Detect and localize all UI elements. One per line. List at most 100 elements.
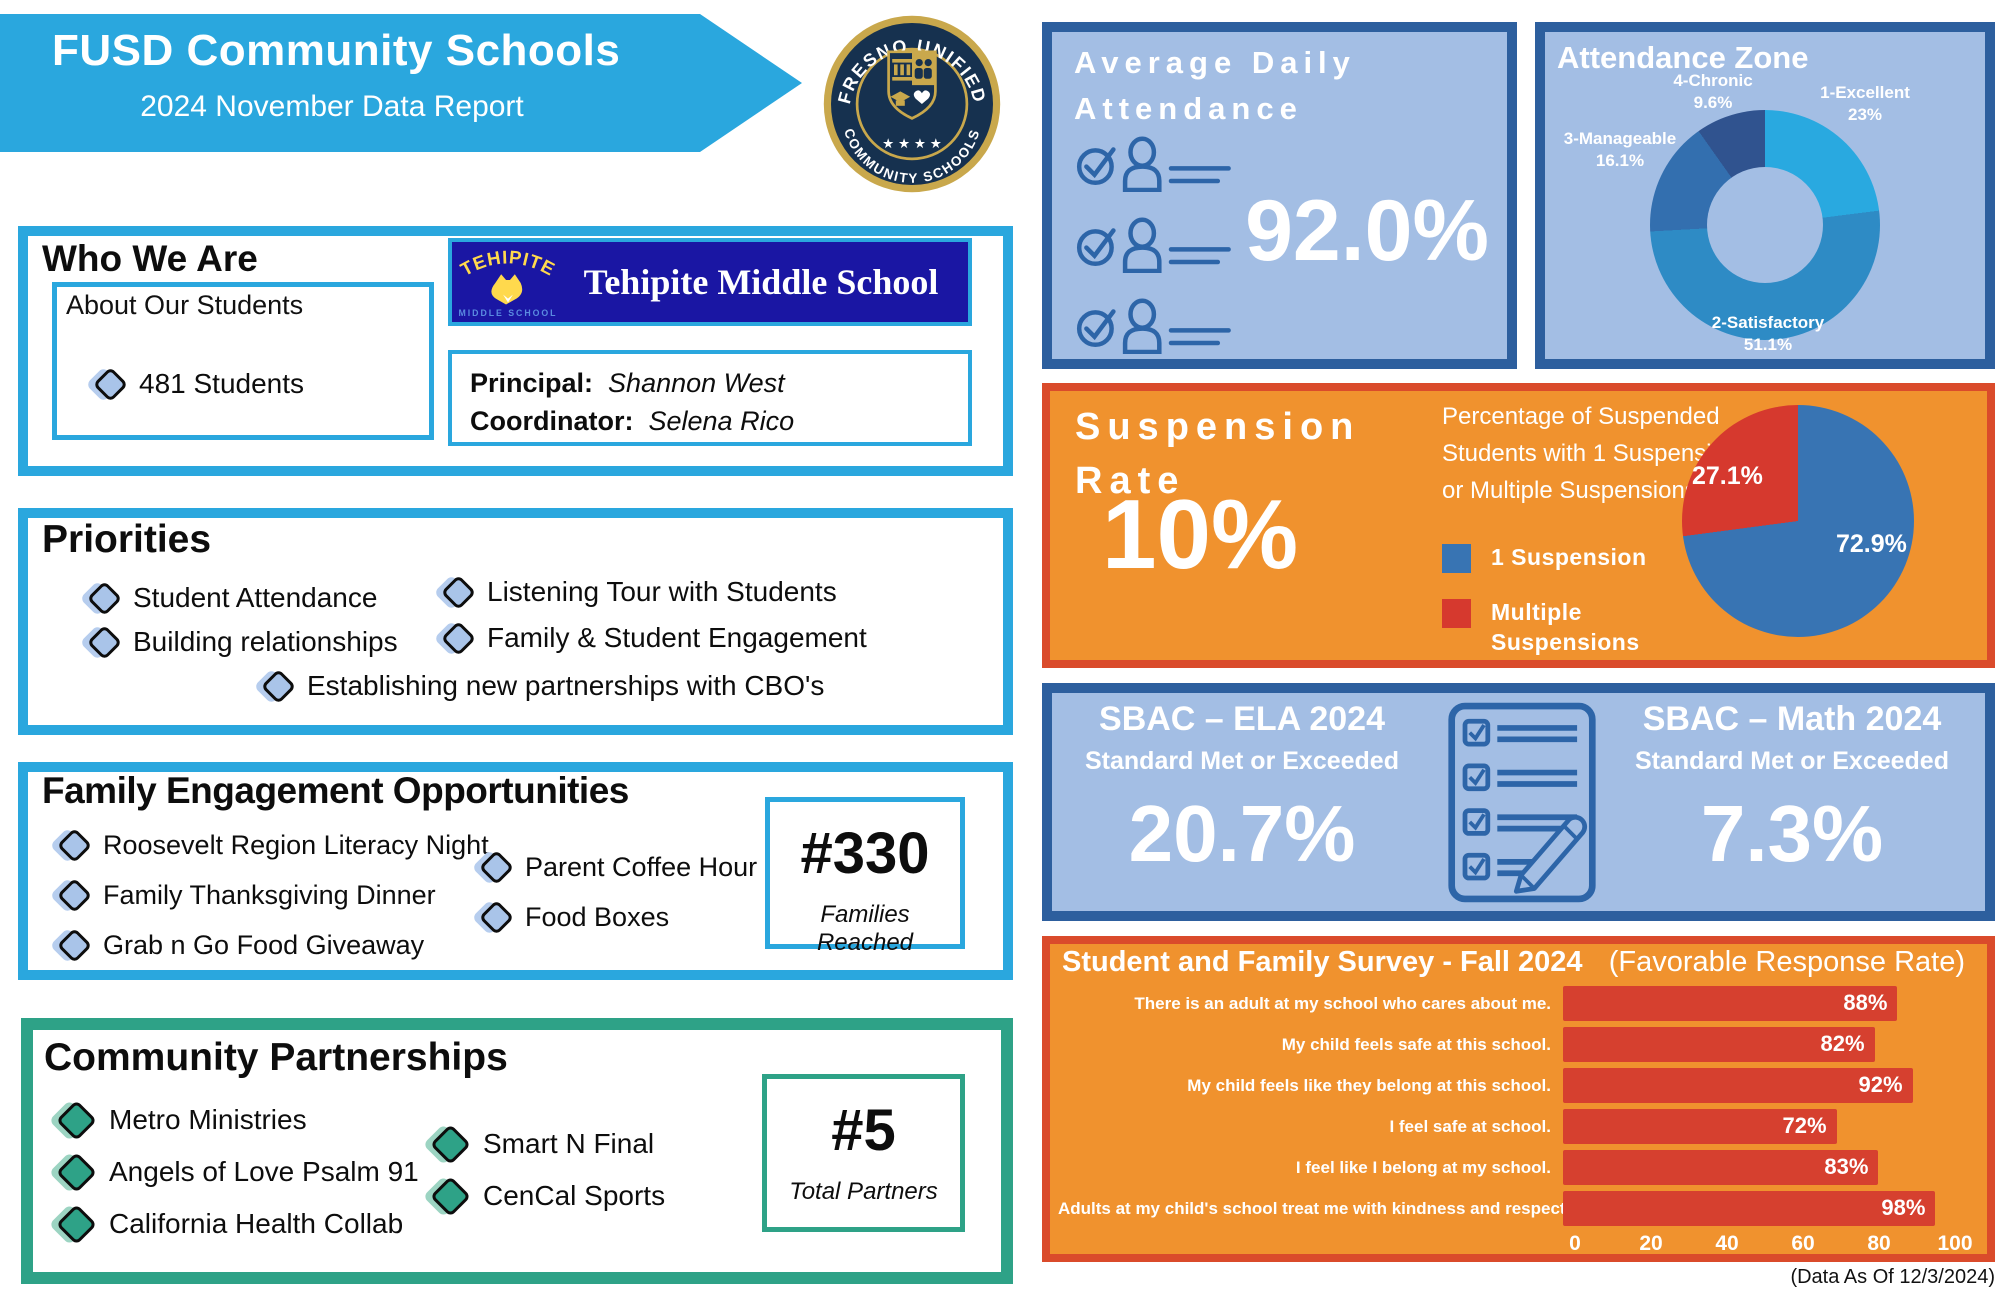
header-banner <box>0 14 700 152</box>
family-text: Family Thanksgiving Dinner <box>103 880 436 910</box>
check-person-lines-icon <box>1072 215 1252 278</box>
family-item: Grab n Go Food Giveaway <box>56 927 425 964</box>
family-text: Food Boxes <box>525 902 670 932</box>
priorities-title: Priorities <box>42 518 212 561</box>
ada-title-line2: Attendance <box>1074 91 1303 126</box>
survey-bar-track: 98% <box>1563 1191 1943 1226</box>
priority-text: Building relationships <box>133 626 398 657</box>
priority-item: Family & Student Engagement <box>440 620 867 656</box>
survey-question: I feel like I belong at my school. <box>1295 1157 1551 1177</box>
legend-label: Multiple Suspensions <box>1491 599 1640 655</box>
about-students-box <box>52 282 434 440</box>
priority-item: Establishing new partnerships with CBO's <box>260 668 825 704</box>
diamond-bullet-icon <box>478 899 515 936</box>
suspension-legend: 1 Suspension Multiple Suspensions <box>1442 542 1661 681</box>
survey-axis-tick: 40 <box>1715 1232 1739 1255</box>
priority-item: Building relationships <box>86 624 398 660</box>
diamond-bullet-icon <box>440 620 477 656</box>
priority-item: Listening Tour with Students <box>440 574 837 610</box>
family-engagement-title: Family Engagement Opportunities <box>42 770 629 811</box>
donut-hole <box>1707 167 1823 283</box>
principal-label: Principal: <box>470 368 594 398</box>
survey-axis-tick: 100 <box>1937 1232 1973 1255</box>
family-item: Parent Coffee Hour <box>478 849 758 886</box>
survey-row: I feel safe at school. 72% <box>1058 1109 1938 1144</box>
principal-row: Principal: Shannon West <box>470 364 950 402</box>
partner-text: Angels of Love Psalm 91 <box>109 1156 419 1187</box>
survey-question: There is an adult at my school who cares… <box>1134 993 1551 1013</box>
who-we-are-title: Who We Are <box>42 238 258 279</box>
survey-axis-tick: 0 <box>1569 1232 1581 1255</box>
survey-bar: 83% <box>1563 1150 1879 1185</box>
survey-row: I feel like I belong at my school. 83% <box>1058 1150 1938 1185</box>
survey-subtitle: (Favorable Response Rate) <box>1608 946 1965 978</box>
total-partners-value: #5 <box>831 1098 896 1163</box>
total-partners-stat-box: #5 Total Partners <box>762 1074 965 1232</box>
diamond-bullet-icon <box>55 1151 98 1193</box>
pie-label-multiple: 27.1% <box>1692 462 1763 490</box>
legend-row: Multiple Suspensions <box>1442 597 1661 657</box>
ada-icon-rows <box>1072 134 1252 377</box>
sbac-math-value: 7.3% <box>1700 789 1884 878</box>
legend-label: 1 Suspension <box>1491 544 1647 570</box>
partner-item: Angels of Love Psalm 91 <box>55 1151 419 1193</box>
priority-text: Family & Student Engagement <box>487 622 867 653</box>
check-person-lines-icon <box>1072 134 1252 197</box>
priority-text: Establishing new partnerships with CBO's <box>307 670 825 701</box>
ada-title: Average Daily Attendance <box>1074 40 1356 132</box>
tehipite-arc-text: TEHIPITE <box>457 246 559 280</box>
diamond-bullet-icon <box>55 1203 98 1245</box>
partner-item: Metro Ministries <box>55 1099 307 1141</box>
survey-question: Adults at my child's school treat me wit… <box>1058 1198 1571 1218</box>
total-partners-label: Total Partners <box>789 1178 938 1205</box>
survey-question: I feel safe at school. <box>1389 1116 1551 1136</box>
donut-label-chronic: 4-Chronic 9.6% <box>1673 71 1753 112</box>
sbac-ela-block: SBAC – ELA 2024 Standard Met or Exceeded… <box>1052 700 1432 880</box>
sbac-ela-title: SBAC – ELA 2024 <box>1099 700 1385 738</box>
diamond-bullet-icon <box>92 366 129 402</box>
principal-name: Shannon West <box>608 368 785 398</box>
family-text: Grab n Go Food Giveaway <box>103 930 425 960</box>
survey-axis-tick: 80 <box>1867 1232 1891 1255</box>
bobcat-mascot-icon <box>491 274 523 305</box>
coordinator-name: Selena Rico <box>648 406 795 436</box>
ada-value: 92.0% <box>1245 183 1489 279</box>
families-reached-label: Families Reached <box>816 901 914 956</box>
family-text: Roosevelt Region Literacy Night <box>103 830 489 860</box>
diamond-bullet-icon <box>429 1175 472 1217</box>
partner-text: California Health Collab <box>109 1208 404 1239</box>
data-as-of-note: (Data As Of 12/3/2024) <box>1790 1266 1995 1288</box>
diamond-bullet-icon <box>478 849 515 886</box>
students-count-item: 481 Students <box>92 366 304 402</box>
legend-row: 1 Suspension <box>1442 542 1661 573</box>
suspension-rate-title: Suspension Rate <box>1075 406 1361 502</box>
school-banner: TEHIPITE MIDDLE SCHOOL Tehipite Middle S… <box>448 238 972 326</box>
tehipite-sub-text: MIDDLE SCHOOL <box>459 308 558 318</box>
partner-text: Smart N Final <box>483 1128 655 1159</box>
diamond-bullet-icon <box>86 580 123 616</box>
survey-bar-value: 92% <box>1858 1072 1903 1097</box>
pie-label-single: 72.9% <box>1836 530 1907 558</box>
survey-bar-chart: There is an adult at my school who cares… <box>1058 986 1938 1232</box>
survey-bar-value: 82% <box>1820 1031 1865 1056</box>
survey-bar-track: 83% <box>1563 1150 1943 1185</box>
diamond-bullet-icon <box>260 668 297 704</box>
coordinator-label: Coordinator: <box>470 406 634 436</box>
page-subtitle: 2024 November Data Report <box>140 90 524 123</box>
survey-row: There is an adult at my school who cares… <box>1058 986 1938 1021</box>
priority-item: Student Attendance <box>86 580 377 616</box>
family-text: Parent Coffee Hour <box>525 852 758 882</box>
survey-bar-value: 98% <box>1881 1195 1926 1220</box>
survey-title: Student and Family Survey - Fall 2024 <box>1062 946 1583 978</box>
survey-bar-track: 88% <box>1563 986 1943 1021</box>
survey-row: Adults at my child's school treat me wit… <box>1058 1191 1938 1226</box>
family-item: Food Boxes <box>478 899 670 936</box>
average-daily-attendance-panel <box>1042 22 1517 369</box>
header-banner-arrow <box>700 14 802 152</box>
survey-row: My child feels like they belong at this … <box>1058 1068 1938 1103</box>
sbac-math-subtitle: Standard Met or Exceeded <box>1635 747 1949 775</box>
ada-title-line1: Average Daily <box>1074 45 1356 80</box>
diamond-bullet-icon <box>56 827 93 864</box>
survey-bar: 98% <box>1563 1191 1936 1226</box>
donut-label-manageable: 3-Manageable 16.1% <box>1563 129 1677 170</box>
